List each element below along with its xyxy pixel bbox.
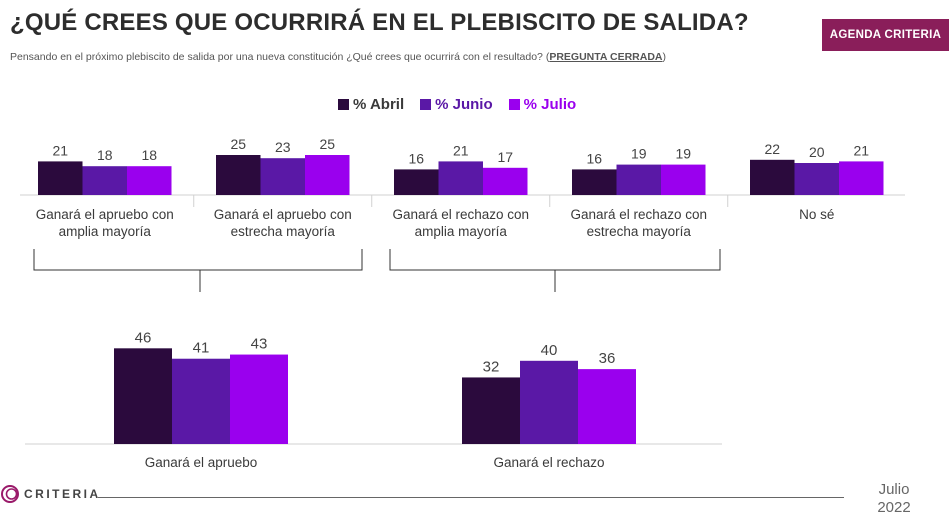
subtitle-close: )	[662, 51, 667, 63]
bar-ganara-el-rechazo-con-amplia-mayoria-abril	[394, 169, 439, 195]
data-label-ganara-el-rechazo-con-amplia-mayoria-julio: 17	[497, 149, 513, 165]
group-bracket-apruebo	[33, 249, 363, 271]
category-label-ganara-el-apruebo: Ganará el apruebo	[145, 455, 258, 470]
legend-item-julio: % Julio	[508, 96, 577, 113]
bar-ganara-el-apruebo-con-amplia-mayoria-abril	[38, 161, 83, 195]
data-label-ganara-el-apruebo-con-amplia-mayoria-abril: 21	[52, 142, 68, 158]
bar-ganara-el-rechazo-con-estrecha-mayoria-junio	[616, 164, 661, 195]
legend-label-abril: % Abril	[353, 96, 405, 113]
bar-ganara-el-apruebo-julio	[230, 354, 288, 444]
data-label-ganara-el-apruebo-con-estrecha-mayoria-abril: 25	[230, 136, 246, 152]
legend-label-junio: % Junio	[435, 96, 493, 113]
criteria-logo: CRITERIA	[0, 484, 101, 504]
data-label-ganara-el-rechazo-julio: 36	[599, 350, 616, 367]
bar-ganara-el-apruebo-con-estrecha-mayoria-julio	[305, 155, 350, 195]
data-label-ganara-el-apruebo-con-estrecha-mayoria-julio: 25	[319, 136, 335, 152]
category-label-ganara-el-rechazo-con-estrecha-mayoria: Ganará el rechazo con	[570, 207, 707, 222]
group-bracket-rechazo	[389, 249, 721, 271]
data-label-ganara-el-rechazo-junio: 40	[541, 342, 558, 359]
criteria-logo-text: CRITERIA	[24, 487, 101, 501]
bar-no-se-julio	[839, 161, 884, 195]
category-label-ganara-el-rechazo-con-amplia-mayoria-line2: amplia mayoría	[415, 224, 508, 239]
data-label-ganara-el-apruebo-con-amplia-mayoria-julio: 18	[141, 147, 157, 163]
subtitle-question-type: PREGUNTA CERRADA	[549, 51, 663, 63]
legend-item-junio: % Junio	[420, 96, 493, 113]
bar-ganara-el-rechazo-junio	[520, 360, 578, 444]
bar-ganara-el-apruebo-con-amplia-mayoria-julio	[127, 166, 172, 195]
category-label-no-se: No sé	[799, 207, 834, 222]
legend-label-julio: % Julio	[523, 96, 577, 113]
bar-ganara-el-apruebo-con-estrecha-mayoria-abril	[216, 155, 261, 195]
data-label-ganara-el-rechazo-con-estrecha-mayoria-junio: 19	[631, 146, 647, 162]
agenda-badge: AGENDA CRITERIA	[822, 19, 949, 51]
footer-divider	[98, 497, 844, 498]
category-label-ganara-el-apruebo-con-estrecha-mayoria-line2: estrecha mayoría	[231, 224, 336, 239]
subtitle-text: Pensando en el próximo plebiscito de sal…	[10, 51, 550, 63]
category-label-ganara-el-rechazo-con-amplia-mayoria: Ganará el rechazo con	[392, 207, 529, 222]
data-label-ganara-el-rechazo-abril: 32	[483, 358, 500, 375]
data-label-ganara-el-apruebo-con-estrecha-mayoria-junio: 23	[275, 139, 291, 155]
bar-ganara-el-rechazo-con-estrecha-mayoria-abril	[572, 169, 617, 195]
category-label-ganara-el-apruebo-con-estrecha-mayoria: Ganará el apruebo con	[214, 207, 352, 222]
data-label-no-se-junio: 20	[809, 144, 825, 160]
bar-ganara-el-apruebo-junio	[172, 358, 230, 444]
category-label-ganara-el-apruebo-con-amplia-mayoria-line2: amplia mayoría	[59, 224, 152, 239]
chart-legend: % Abril % Junio % Julio	[338, 96, 576, 113]
data-label-ganara-el-apruebo-junio: 41	[193, 340, 210, 357]
bar-ganara-el-rechazo-con-amplia-mayoria-junio	[438, 161, 483, 195]
footer-date: Julio 2022	[870, 481, 918, 517]
bar-ganara-el-rechazo-con-estrecha-mayoria-julio	[661, 164, 706, 195]
category-label-ganara-el-rechazo-con-estrecha-mayoria-line2: estrecha mayoría	[587, 224, 692, 239]
bar-ganara-el-apruebo-abril	[114, 348, 172, 444]
data-label-no-se-julio: 21	[853, 142, 869, 158]
legend-item-abril: % Abril	[338, 96, 404, 113]
data-label-ganara-el-rechazo-con-amplia-mayoria-junio: 21	[453, 142, 469, 158]
category-label-ganara-el-rechazo: Ganará el rechazo	[493, 455, 604, 470]
page-title: ¿QUÉ CREES QUE OCURRIRÁ EN EL PLEBISCITO…	[10, 9, 749, 36]
legend-swatch-junio	[420, 99, 432, 110]
legend-swatch-abril	[338, 99, 349, 110]
bar-ganara-el-apruebo-con-amplia-mayoria-junio	[82, 166, 127, 195]
bar-ganara-el-rechazo-con-amplia-mayoria-julio	[483, 167, 528, 195]
category-label-ganara-el-apruebo-con-amplia-mayoria: Ganará el apruebo con	[36, 207, 174, 222]
data-label-ganara-el-apruebo-julio: 43	[251, 336, 268, 353]
data-label-ganara-el-apruebo-con-amplia-mayoria-junio: 18	[97, 147, 113, 163]
bar-no-se-abril	[750, 159, 795, 195]
bar-ganara-el-rechazo-abril	[462, 377, 520, 444]
data-label-ganara-el-rechazo-con-estrecha-mayoria-abril: 16	[586, 150, 602, 166]
data-label-ganara-el-apruebo-abril: 46	[135, 329, 152, 346]
page-subtitle: Pensando en el próximo plebiscito de sal…	[10, 51, 666, 63]
footer-month: Julio	[878, 481, 910, 498]
bar-ganara-el-apruebo-con-estrecha-mayoria-junio	[260, 158, 305, 195]
criteria-logo-icon	[1, 485, 19, 503]
data-label-ganara-el-rechazo-con-amplia-mayoria-abril: 16	[408, 150, 424, 166]
footer-year: 2022	[877, 499, 911, 516]
legend-swatch-julio	[508, 99, 520, 110]
bar-no-se-junio	[794, 163, 839, 195]
bar-ganara-el-rechazo-julio	[578, 369, 636, 444]
data-label-no-se-abril: 22	[764, 141, 780, 157]
data-label-ganara-el-rechazo-con-estrecha-mayoria-julio: 19	[675, 146, 691, 162]
